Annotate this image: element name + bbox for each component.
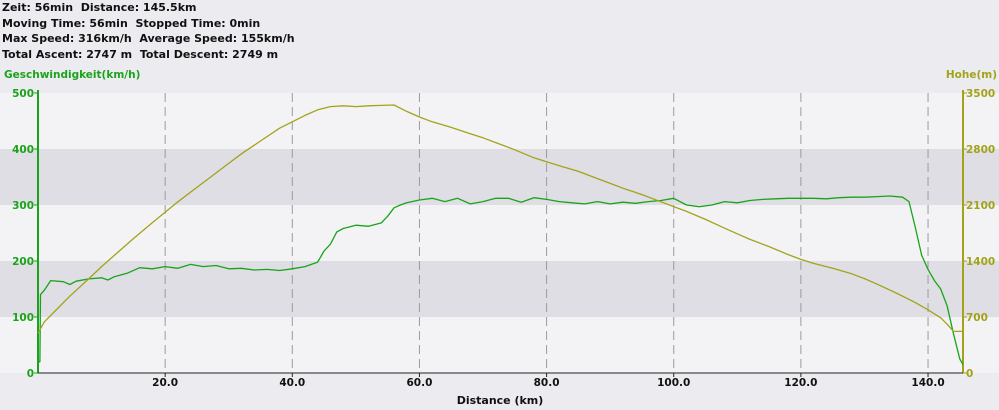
grid-band	[0, 205, 999, 261]
left-tick-label: 400	[12, 144, 34, 156]
distance-stat: Distance: 145.5km	[80, 1, 197, 14]
x-tick-label: 40.0	[279, 377, 305, 389]
stopped-time-stat: Stopped Time: 0min	[135, 16, 261, 30]
max-speed-stat: Max Speed: 316km/h	[2, 32, 132, 45]
left-tick-label: 0	[27, 368, 34, 380]
right-axis-label: Hohe(m)	[946, 69, 997, 81]
x-tick-label: 120.0	[784, 377, 817, 389]
x-axis-label: Distance (km)	[457, 394, 544, 407]
x-tick-label: 60.0	[406, 377, 432, 389]
right-tick-label: 0	[966, 368, 973, 380]
left-tick-label: 100	[12, 312, 34, 324]
total-descent-stat: Total Descent: 2749 m	[139, 47, 279, 61]
x-tick-label: 140.0	[911, 377, 944, 389]
stats-line-moving: Moving Time: 56min Stopped Time: 0min	[2, 16, 295, 32]
x-tick-label: 20.0	[152, 377, 178, 389]
right-tick-label: 2800	[966, 144, 995, 156]
left-axis-label: Geschwindigkeit(km/h)	[4, 69, 140, 81]
left-tick-label: 500	[12, 88, 34, 100]
right-tick-label: 1400	[966, 256, 995, 268]
stats-panel: Zeit: 56min Distance: 145.5km Moving Tim…	[2, 0, 295, 62]
x-tick-label: 80.0	[534, 377, 560, 389]
stats-line-ascent: Total Ascent: 2747 m Total Descent: 2749…	[2, 47, 295, 63]
grid-band	[0, 149, 999, 205]
left-tick-label: 200	[12, 256, 34, 268]
moving-time-stat: Moving Time: 56min	[2, 16, 128, 30]
speed-series-line	[38, 195, 964, 365]
right-tick-label: 700	[966, 312, 988, 324]
right-tick-label: 2100	[966, 200, 995, 212]
right-tick-label: 3500	[966, 88, 995, 100]
chart-header-band	[0, 66, 999, 93]
left-tick-label: 300	[12, 200, 34, 212]
total-ascent-stat: Total Ascent: 2747 m	[2, 47, 133, 61]
elapsed-time-stat: Zeit: 56min	[2, 1, 74, 14]
grid-band	[0, 261, 999, 317]
x-tick-label: 100.0	[657, 377, 690, 389]
average-speed-stat: Average Speed: 155km/h	[139, 32, 295, 45]
elevation-series-line	[37, 104, 963, 334]
grid-band	[0, 93, 999, 149]
stats-line-time: Zeit: 56min Distance: 145.5km	[2, 0, 295, 16]
grid-band	[0, 317, 999, 373]
stats-line-speed: Max Speed: 316km/h Average Speed: 155km/…	[2, 31, 295, 47]
